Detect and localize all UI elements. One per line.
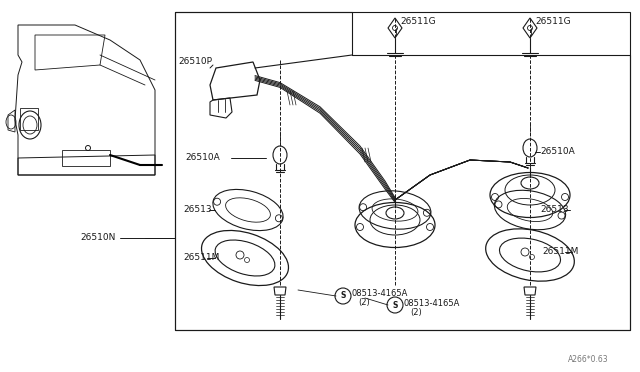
Text: (2): (2): [358, 298, 370, 308]
Text: 26510A: 26510A: [540, 148, 575, 157]
Bar: [175, 12, 630, 330]
Text: 26513: 26513: [540, 205, 568, 215]
Text: 26511G: 26511G: [400, 17, 436, 26]
Text: 26513: 26513: [183, 205, 212, 215]
Text: 26510A: 26510A: [185, 154, 220, 163]
Text: S: S: [392, 301, 397, 310]
Text: A266*0.63: A266*0.63: [568, 356, 609, 365]
Bar: [20, 108, 38, 130]
Text: 08513-4165A: 08513-4165A: [404, 298, 460, 308]
Text: S: S: [340, 292, 346, 301]
Bar: [62, 150, 110, 166]
Text: (2): (2): [410, 308, 422, 317]
Text: 26511M: 26511M: [542, 247, 579, 257]
Text: 08513-4165A: 08513-4165A: [352, 289, 408, 298]
Text: 26510P: 26510P: [178, 58, 212, 67]
Text: 26511G: 26511G: [535, 17, 571, 26]
Text: 26510N: 26510N: [80, 234, 115, 243]
Text: 26511M: 26511M: [183, 253, 220, 263]
